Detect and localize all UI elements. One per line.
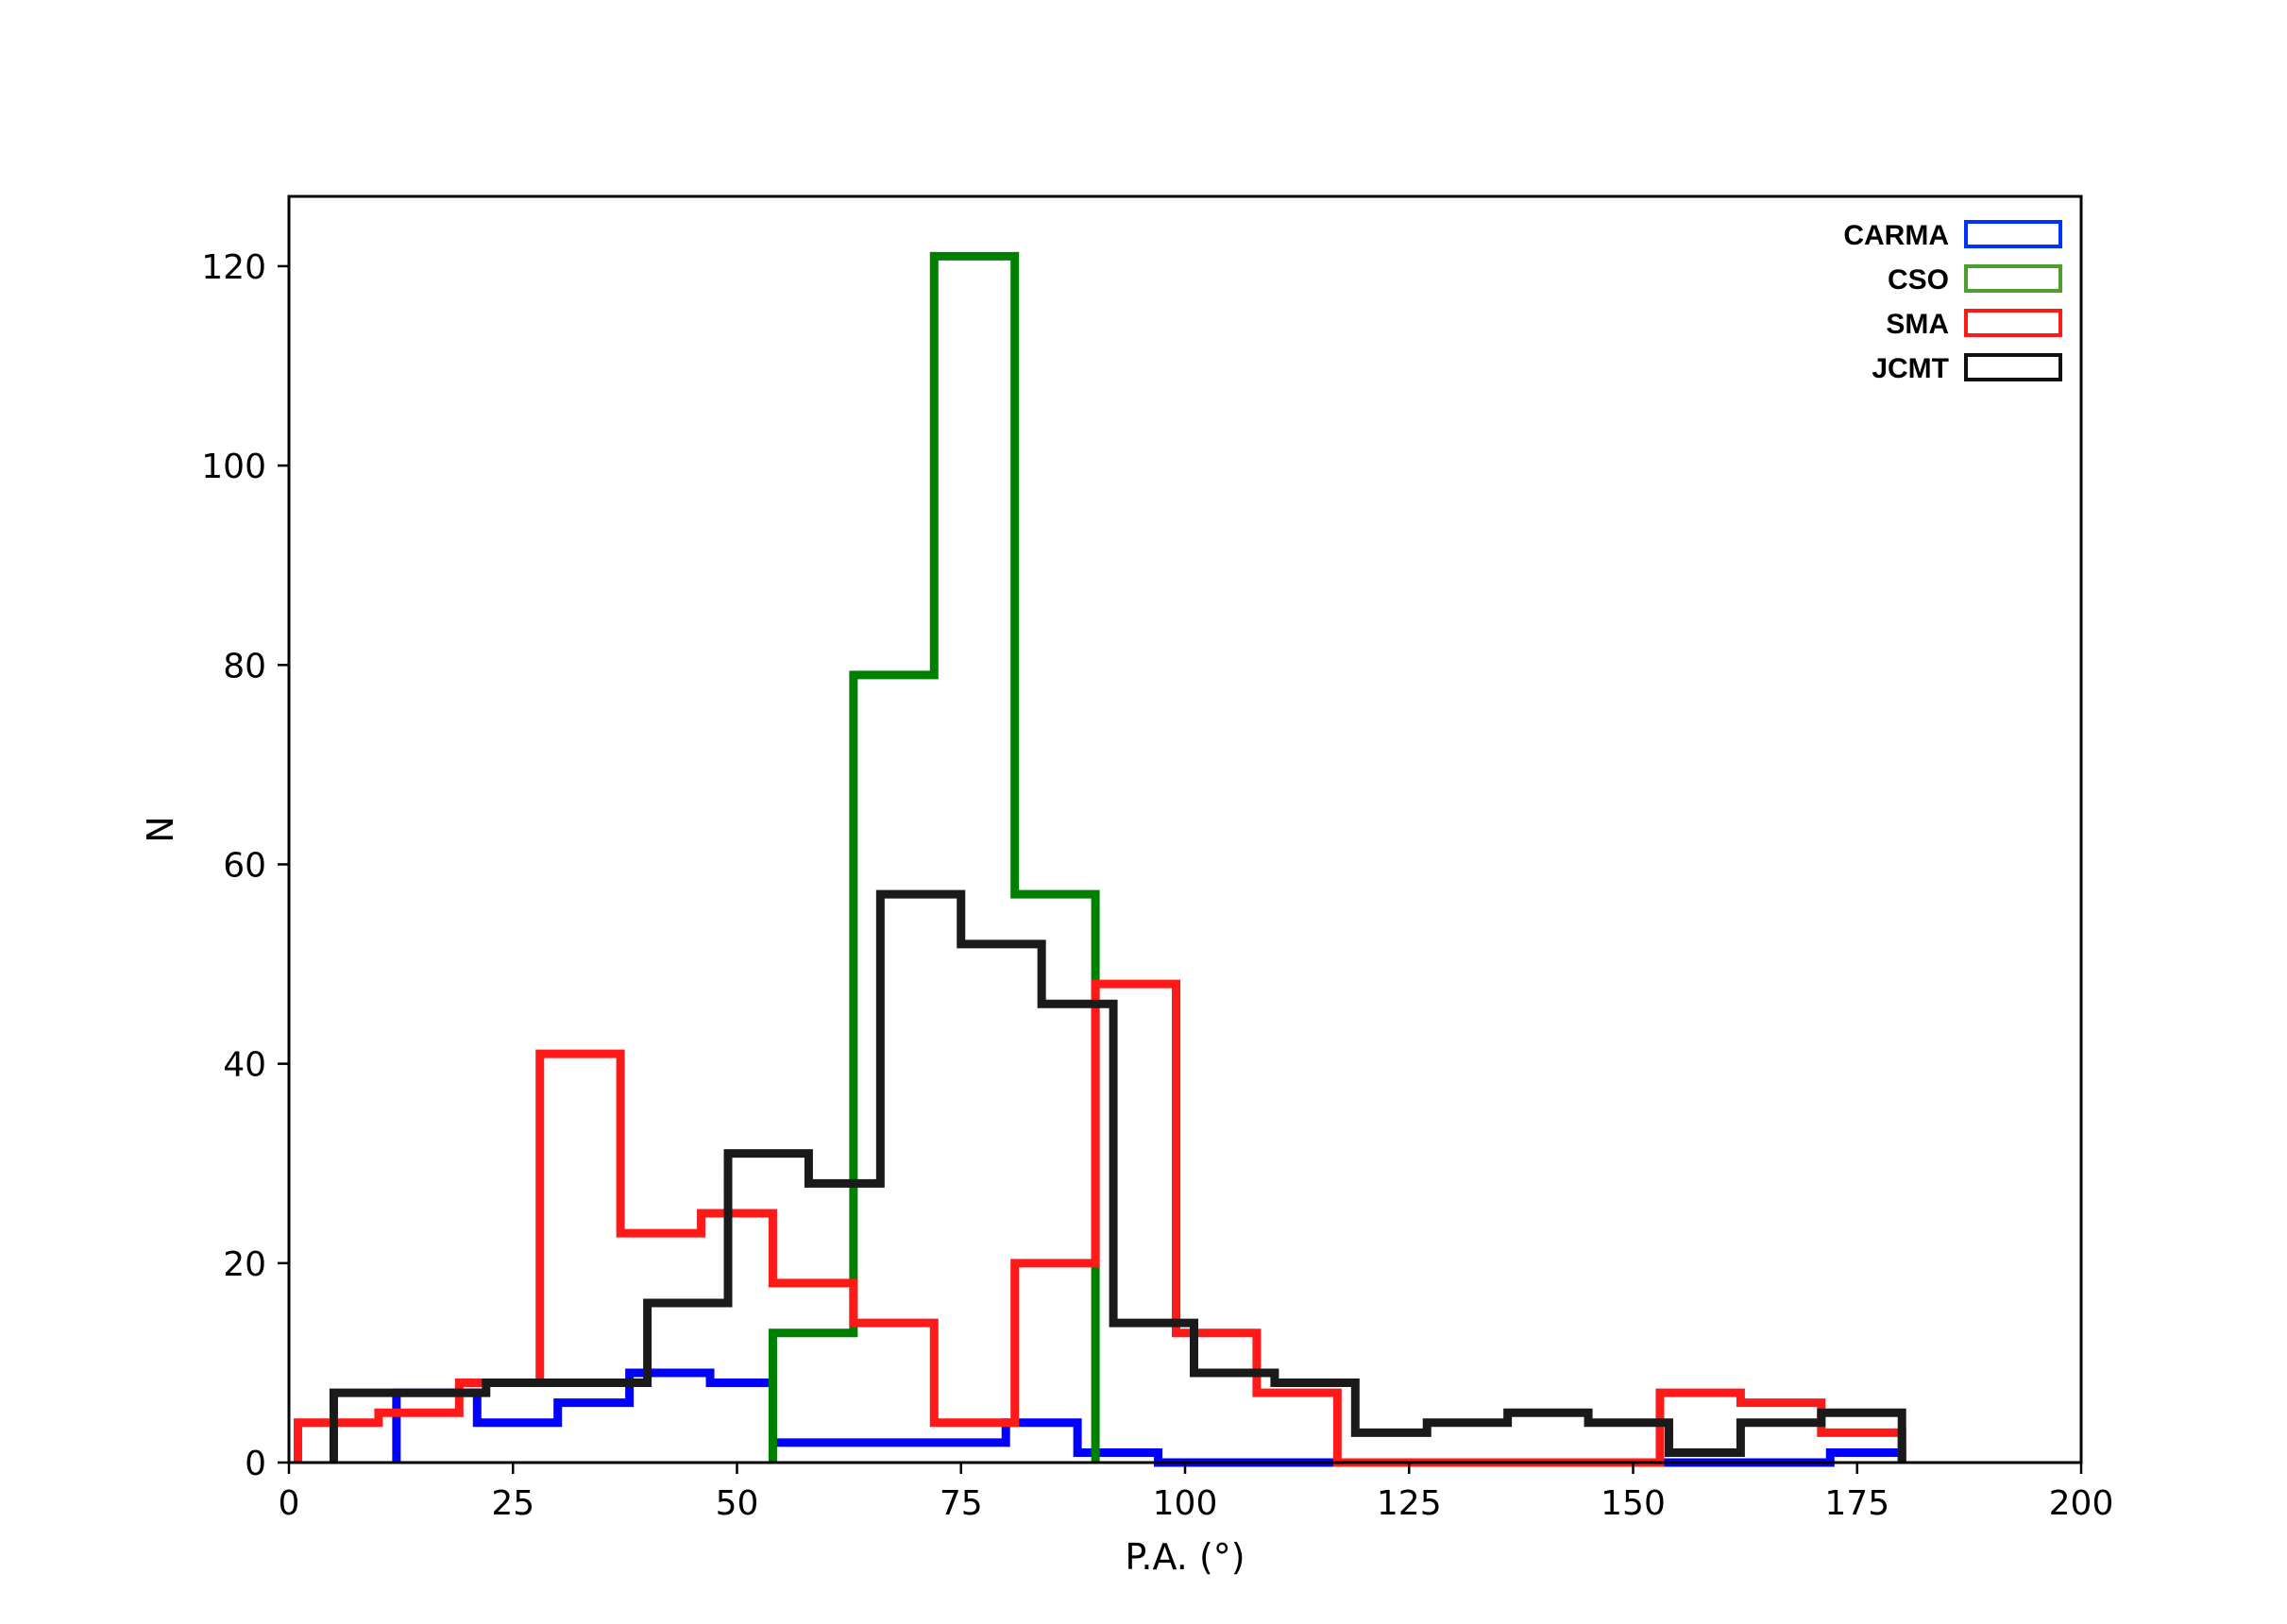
y-tick-label: 60	[223, 846, 266, 885]
legend: CARMA CSO SMA JCMT	[1843, 220, 2062, 384]
series-layer	[293, 251, 1906, 1467]
y-tick-label: 0	[245, 1445, 266, 1483]
legend-label-carma: CARMA	[1843, 220, 1949, 251]
histogram-series-sma	[293, 979, 1906, 1467]
legend-label-sma: SMA	[1886, 309, 1949, 340]
x-axis-label: P.A. (°)	[1125, 1536, 1245, 1578]
x-tick-label: 75	[940, 1484, 983, 1523]
y-tick-label: 100	[201, 448, 266, 486]
x-tick-label: 50	[716, 1484, 759, 1523]
y-tick-label: 120	[201, 248, 266, 287]
x-tick-label: 175	[1824, 1484, 1889, 1523]
plot-frame	[287, 195, 2083, 1464]
legend-swatch-jcmt	[1964, 353, 2062, 381]
axes-layer: 0 25 50 75 100 125 150 175 200 0 20 40 60 80 100 120	[201, 248, 2113, 1523]
x-tick-label: 0	[279, 1484, 300, 1523]
legend-swatch-sma	[1964, 309, 2062, 337]
histogram-series-cso	[768, 251, 1100, 1463]
legend-label-cso: CSO	[1888, 264, 1949, 296]
x-tick-label: 25	[491, 1484, 534, 1523]
x-tick-label: 125	[1377, 1484, 1442, 1523]
y-tick-label: 80	[223, 647, 266, 685]
legend-swatch-carma	[1964, 220, 2062, 248]
legend-swatch-cso	[1964, 264, 2062, 293]
x-tick-label: 150	[1601, 1484, 1666, 1523]
x-tick-label: 200	[2049, 1484, 2114, 1523]
y-tick-label: 20	[223, 1245, 266, 1284]
legend-label-jcmt: JCMT	[1872, 353, 1949, 384]
x-tick-label: 100	[1153, 1484, 1218, 1523]
y-tick-label: 40	[223, 1046, 266, 1085]
histogram-series-jcmt	[329, 889, 1906, 1463]
y-axis-label: N	[140, 816, 181, 842]
